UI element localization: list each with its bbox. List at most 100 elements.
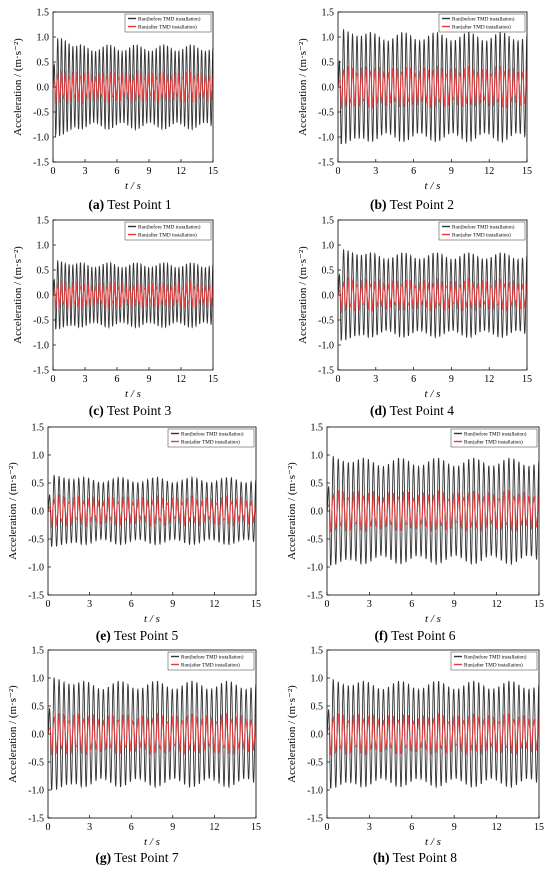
caption-f: (f) Test Point 6 xyxy=(374,628,456,643)
x-tick-label: 6 xyxy=(115,166,120,177)
y-tick-label: 0.5 xyxy=(322,266,335,277)
chart-panel-d: 0 3 6 9 12 15 -1.5 -1.0 -0.5 0.0 0.5 1.0 1.5 t / s Acc… xyxy=(297,216,532,401)
y-tick-label: 1.0 xyxy=(322,241,335,252)
legend-box xyxy=(450,428,538,448)
y-tick-label: 0.0 xyxy=(32,730,45,741)
series-line-after-tmd xyxy=(327,712,539,756)
x-tick-label: 3 xyxy=(87,599,92,610)
y-axis-label: Acceleration / (m·s⁻²) xyxy=(12,246,24,344)
x-tick-label: 3 xyxy=(83,166,88,177)
x-tick-label: 0 xyxy=(51,374,56,385)
x-axis-label: t / s xyxy=(125,388,141,400)
x-tick-label: 0 xyxy=(46,599,51,610)
x-tick-label: 6 xyxy=(129,822,134,833)
y-tick-label: 1.5 xyxy=(37,216,50,227)
x-axis-label: t / s xyxy=(144,836,160,848)
legend-box xyxy=(438,13,526,33)
legend: Run(before TMD installation)Run(after TM… xyxy=(167,428,255,448)
series-line-after-tmd xyxy=(327,489,539,533)
legend-entry: Run(after TMD installation) xyxy=(138,24,197,31)
y-tick-label: 0.0 xyxy=(311,730,324,741)
legend-box xyxy=(124,13,212,33)
x-tick-label: 12 xyxy=(484,374,494,385)
legend-entry: Run(before TMD installation) xyxy=(181,431,244,438)
series-line-after-tmd xyxy=(48,712,256,756)
x-tick-label: 3 xyxy=(373,374,378,385)
x-tick-label: 6 xyxy=(409,822,414,833)
y-tick-label: -1.5 xyxy=(28,591,44,602)
y-tick-label: -0.5 xyxy=(318,108,334,119)
x-tick-label: 0 xyxy=(51,166,56,177)
caption-e: (e) Test Point 5 xyxy=(95,628,179,643)
y-tick-label: -0.5 xyxy=(33,316,49,327)
y-axis-label: Acceleration / (m·s⁻²) xyxy=(286,462,298,560)
y-tick-label: 0.5 xyxy=(32,702,45,713)
legend-entry: Run(before TMD installation) xyxy=(138,224,201,231)
legend: Run(before TMD installation)Run(after TM… xyxy=(167,651,255,671)
y-tick-label: -1.5 xyxy=(318,366,334,377)
x-tick-label: 9 xyxy=(147,166,152,177)
y-tick-label: 0.0 xyxy=(322,83,335,94)
y-tick-label: -1.5 xyxy=(33,158,49,169)
x-tick-label: 6 xyxy=(409,599,414,610)
y-tick-label: 0.0 xyxy=(37,291,50,302)
x-tick-label: 0 xyxy=(325,822,330,833)
legend-entry: Run(after TMD installation) xyxy=(138,232,197,239)
y-axis-label: Acceleration / (m·s⁻²) xyxy=(297,38,309,136)
y-tick-label: 0.5 xyxy=(311,702,324,713)
x-tick-label: 9 xyxy=(449,166,454,177)
x-tick-label: 15 xyxy=(522,374,532,385)
y-tick-label: 1.0 xyxy=(311,451,324,462)
legend-entry: Run(after TMD installation) xyxy=(464,662,523,669)
x-tick-label: 9 xyxy=(452,599,457,610)
legend: Run(before TMD installation)Run(after TM… xyxy=(450,651,538,671)
legend-entry: Run(before TMD installation) xyxy=(181,654,244,661)
y-tick-label: 1.0 xyxy=(311,674,324,685)
y-tick-label: 1.0 xyxy=(322,33,335,44)
x-tick-label: 9 xyxy=(170,599,175,610)
y-tick-label: 1.5 xyxy=(32,646,45,657)
series-line-after-tmd xyxy=(53,279,213,310)
legend-entry: Run(before TMD installation) xyxy=(138,16,201,23)
y-tick-label: 1.5 xyxy=(37,8,50,19)
y-axis-label: Acceleration / (m·s⁻²) xyxy=(7,462,19,560)
y-axis-label: Acceleration / (m·s⁻²) xyxy=(12,38,24,136)
y-tick-label: 1.0 xyxy=(37,241,50,252)
caption-g: (g) Test Point 7 xyxy=(95,850,179,865)
chart-panel-g: 0 3 6 9 12 15 -1.5 -1.0 -0.5 0.0 0.5 1.0 1.5 t / s Acc… xyxy=(7,646,261,849)
y-tick-label: -1.5 xyxy=(318,158,334,169)
legend-entry: Run(before TMD installation) xyxy=(452,224,515,231)
x-tick-label: 0 xyxy=(46,822,51,833)
x-tick-label: 15 xyxy=(251,822,261,833)
caption-h: (h) Test Point 8 xyxy=(373,850,457,865)
x-tick-label: 12 xyxy=(209,599,219,610)
y-axis-label: Acceleration / (m·s⁻²) xyxy=(286,685,298,783)
x-tick-label: 0 xyxy=(336,166,341,177)
legend: Run(before TMD installation)Run(after TM… xyxy=(450,428,538,448)
legend-entry: Run(after TMD installation) xyxy=(181,662,240,669)
y-tick-label: -1.0 xyxy=(28,786,44,797)
y-tick-label: -0.5 xyxy=(33,108,49,119)
x-tick-label: 6 xyxy=(129,599,134,610)
legend-box xyxy=(450,651,538,671)
caption-d: (d) Test Point 4 xyxy=(370,403,454,418)
y-tick-label: -1.0 xyxy=(33,341,49,352)
series-line-after-tmd xyxy=(338,65,527,110)
x-tick-label: 3 xyxy=(373,166,378,177)
y-tick-label: 1.0 xyxy=(37,33,50,44)
x-tick-label: 15 xyxy=(534,822,544,833)
caption-c: (c) Test Point 3 xyxy=(88,403,172,418)
legend: Run(before TMD installation)Run(after TM… xyxy=(124,221,212,241)
x-tick-label: 12 xyxy=(209,822,219,833)
x-axis-label: t / s xyxy=(425,388,441,400)
y-tick-label: 1.5 xyxy=(322,8,335,19)
x-tick-label: 15 xyxy=(522,166,532,177)
x-axis-label: t / s xyxy=(425,613,441,625)
x-axis-label: t / s xyxy=(425,180,441,192)
y-tick-label: 1.5 xyxy=(311,646,324,657)
x-tick-label: 12 xyxy=(492,822,502,833)
y-tick-label: 0.5 xyxy=(322,58,335,69)
chart-panel-a: 0 3 6 9 12 15 -1.5 -1.0 -0.5 0.0 0.5 1.0 1.5 t / s Acc… xyxy=(12,8,218,193)
caption-b: (b) Test Point 2 xyxy=(370,197,454,212)
